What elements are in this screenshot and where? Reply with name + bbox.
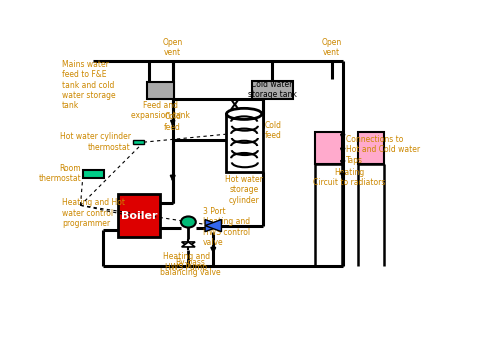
Text: Connections to
Hot and Cold water
Taps: Connections to Hot and Cold water Taps [346, 135, 420, 165]
Bar [358, 132, 384, 164]
Circle shape [181, 216, 196, 228]
Text: Open
vent: Open vent [322, 38, 342, 57]
Polygon shape [181, 242, 195, 247]
Text: X: X [230, 99, 240, 112]
Text: Room
thermostat: Room thermostat [38, 164, 81, 184]
Text: Feed and
expansion tank: Feed and expansion tank [132, 101, 190, 120]
Text: Hot water
storage
cylinder: Hot water storage cylinder [225, 175, 263, 205]
Bar [132, 140, 144, 144]
Text: Cold
feed: Cold feed [264, 121, 282, 140]
Text: Open
vent: Open vent [163, 38, 183, 57]
Text: Hot water cylinder
thermostat: Hot water cylinder thermostat [60, 132, 131, 152]
Text: Heating
Circuit to radiators: Heating Circuit to radiators [313, 168, 386, 187]
Polygon shape [205, 220, 221, 232]
Text: 3 Port
Heating and
HWS control
valve: 3 Port Heating and HWS control valve [203, 207, 251, 247]
Text: By-pass
balancing valve: By-pass balancing valve [160, 258, 220, 278]
Bar [315, 132, 342, 164]
Bar [118, 194, 160, 237]
Text: Heating and
HWS Pump: Heating and HWS Pump [163, 252, 210, 272]
Text: Cold
feed: Cold feed [164, 112, 181, 132]
Bar [147, 82, 174, 99]
Bar [83, 170, 104, 177]
Bar [252, 81, 292, 99]
Polygon shape [181, 242, 195, 247]
Text: Boiler: Boiler [121, 211, 157, 221]
Polygon shape [205, 220, 221, 232]
Ellipse shape [227, 108, 262, 120]
Bar [226, 114, 263, 172]
Text: Heating and Hot
water control
programmer: Heating and Hot water control programmer [62, 198, 125, 228]
Text: Cold water
storage tank: Cold water storage tank [248, 80, 297, 99]
Text: Mains water
feed to F&E
tank and cold
water storage
tank: Mains water feed to F&E tank and cold wa… [62, 60, 116, 111]
